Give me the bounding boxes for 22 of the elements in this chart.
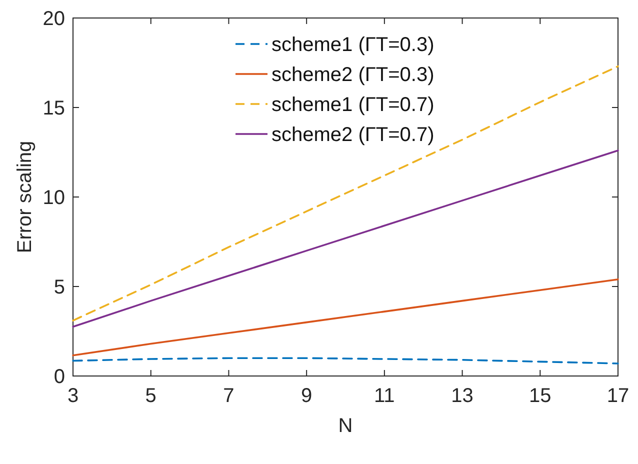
x-tick-label: 5 (145, 385, 156, 407)
y-tick-label: 15 (42, 98, 65, 120)
line-series (72, 278, 619, 356)
x-tick-label: 17 (606, 385, 630, 407)
legend-label: scheme1 (ΓT=0.3) (272, 34, 434, 56)
x-tick-label: 3 (67, 385, 79, 407)
x-tick-label: 7 (223, 385, 234, 407)
x-tick-label: 9 (301, 385, 312, 407)
legend-label: scheme1 (ΓT=0.7) (272, 94, 434, 116)
x-tick-label: 13 (451, 385, 474, 407)
y-axis-title: Error scaling (14, 140, 36, 254)
line-series (72, 150, 619, 328)
y-tick-label: 20 (42, 8, 65, 30)
legend-label: scheme2 (ΓT=0.7) (272, 124, 434, 146)
y-tick-label: 10 (42, 187, 65, 209)
x-axis-title: N (338, 415, 353, 437)
legend-label: scheme2 (ΓT=0.3) (272, 64, 434, 86)
y-tick-label: 0 (54, 366, 65, 388)
y-tick-label: 5 (54, 276, 65, 298)
line-series (72, 65, 619, 322)
x-tick-label: 15 (529, 385, 552, 407)
x-tick-label: 11 (374, 385, 395, 407)
